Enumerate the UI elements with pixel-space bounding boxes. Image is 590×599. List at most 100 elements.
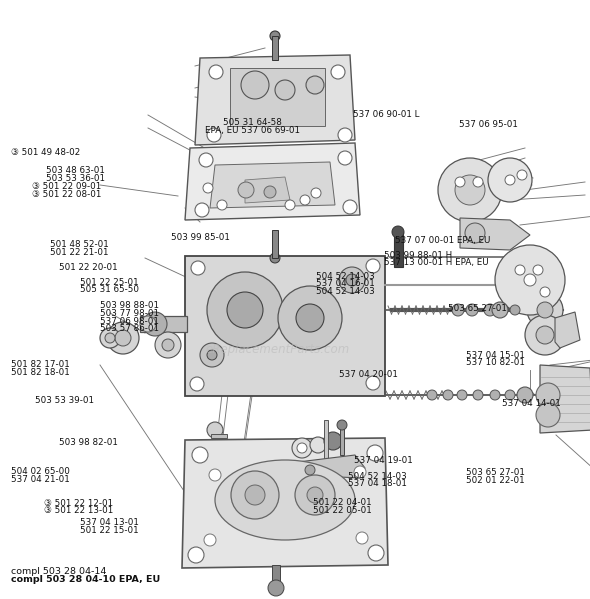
- Text: 501 22 05-01: 501 22 05-01: [313, 506, 372, 515]
- Text: 537 04 21-01: 537 04 21-01: [11, 474, 70, 484]
- Text: 504 02 65-00: 504 02 65-00: [11, 467, 70, 476]
- Text: eReplacementParts.com: eReplacementParts.com: [205, 343, 349, 356]
- Bar: [211, 434, 227, 438]
- Circle shape: [488, 158, 532, 202]
- Polygon shape: [555, 312, 580, 348]
- Circle shape: [270, 253, 280, 263]
- Polygon shape: [182, 438, 388, 568]
- Circle shape: [231, 471, 279, 519]
- Circle shape: [268, 580, 284, 596]
- Text: ③ 501 22 09-01: ③ 501 22 09-01: [32, 181, 101, 191]
- Text: 501 82 17-01: 501 82 17-01: [11, 360, 70, 370]
- Circle shape: [490, 390, 500, 400]
- Text: 503 98 82-01: 503 98 82-01: [59, 437, 118, 447]
- Circle shape: [306, 76, 324, 94]
- Polygon shape: [460, 218, 530, 250]
- Text: 503 99 88-01 H: 503 99 88-01 H: [384, 250, 452, 260]
- Circle shape: [162, 339, 174, 351]
- Circle shape: [473, 390, 483, 400]
- Bar: [140, 316, 187, 332]
- Bar: [272, 36, 278, 60]
- Circle shape: [367, 445, 383, 461]
- Text: 537 06 90-01 L: 537 06 90-01 L: [353, 110, 419, 119]
- Bar: [185, 256, 385, 396]
- Circle shape: [203, 183, 213, 193]
- Circle shape: [368, 545, 384, 561]
- Circle shape: [285, 200, 295, 210]
- Text: 537 04 13-01: 537 04 13-01: [80, 518, 139, 528]
- Text: 503 48 63-01: 503 48 63-01: [46, 166, 105, 176]
- Text: 537 13 00-01 H EPA, EU: 537 13 00-01 H EPA, EU: [384, 258, 488, 268]
- Polygon shape: [245, 177, 290, 203]
- Text: 537 06 98-01: 537 06 98-01: [100, 316, 159, 326]
- Circle shape: [492, 302, 508, 318]
- Text: EPA, EU 537 06 69-01: EPA, EU 537 06 69-01: [205, 126, 300, 135]
- Circle shape: [465, 223, 485, 243]
- Circle shape: [505, 175, 515, 185]
- Circle shape: [191, 261, 205, 275]
- Text: compl 503 28 04-10 EPA, EU: compl 503 28 04-10 EPA, EU: [11, 575, 160, 585]
- Text: ③ 501 49 48-02: ③ 501 49 48-02: [11, 148, 80, 158]
- Circle shape: [195, 203, 209, 217]
- Circle shape: [307, 487, 323, 503]
- Circle shape: [199, 153, 213, 167]
- Polygon shape: [195, 55, 355, 145]
- Text: 501 22 25-01: 501 22 25-01: [80, 277, 138, 287]
- Circle shape: [107, 322, 139, 354]
- Text: ③ 501 22 13-01: ③ 501 22 13-01: [44, 506, 113, 516]
- Circle shape: [533, 265, 543, 275]
- Circle shape: [537, 302, 553, 318]
- Circle shape: [217, 200, 227, 210]
- Text: 503 65 27-01: 503 65 27-01: [466, 468, 525, 477]
- Circle shape: [209, 65, 223, 79]
- Circle shape: [292, 438, 312, 458]
- Circle shape: [295, 475, 335, 515]
- Circle shape: [536, 403, 560, 427]
- Circle shape: [140, 316, 156, 332]
- Circle shape: [100, 328, 120, 348]
- Circle shape: [204, 534, 216, 546]
- Circle shape: [190, 377, 204, 391]
- Text: 502 01 22-01: 502 01 22-01: [466, 476, 525, 485]
- Polygon shape: [298, 455, 365, 478]
- Circle shape: [473, 177, 483, 187]
- Bar: [394, 232, 403, 267]
- Text: ③ 501 22 12-01: ③ 501 22 12-01: [44, 498, 113, 508]
- Text: 503 57 86-01: 503 57 86-01: [100, 323, 159, 333]
- Circle shape: [510, 305, 520, 315]
- Circle shape: [188, 547, 204, 563]
- Circle shape: [275, 80, 295, 100]
- Circle shape: [495, 245, 565, 315]
- Circle shape: [515, 265, 525, 275]
- Circle shape: [343, 200, 357, 214]
- Circle shape: [331, 65, 345, 79]
- Circle shape: [155, 332, 181, 358]
- Polygon shape: [210, 162, 335, 208]
- Text: 504 52 14-03: 504 52 14-03: [316, 287, 375, 297]
- Text: 501 22 21-01: 501 22 21-01: [50, 247, 109, 257]
- Circle shape: [339, 267, 365, 293]
- Text: 537 10 82-01: 537 10 82-01: [466, 358, 525, 368]
- Text: 503 99 85-01: 503 99 85-01: [171, 232, 230, 242]
- Text: 504 52 14-03: 504 52 14-03: [316, 271, 375, 281]
- Text: 537 04 20-01: 537 04 20-01: [339, 370, 398, 380]
- Circle shape: [245, 485, 265, 505]
- Circle shape: [443, 390, 453, 400]
- Circle shape: [270, 31, 280, 41]
- Circle shape: [536, 383, 560, 407]
- Text: 503 77 98-01: 503 77 98-01: [100, 308, 159, 318]
- Circle shape: [354, 466, 366, 478]
- Bar: [230, 68, 325, 126]
- Circle shape: [324, 432, 342, 450]
- Text: 537 07 00-01 EPA, EU: 537 07 00-01 EPA, EU: [395, 236, 491, 246]
- Circle shape: [392, 226, 404, 238]
- Circle shape: [338, 128, 352, 142]
- Circle shape: [300, 195, 310, 205]
- Circle shape: [192, 447, 208, 463]
- Polygon shape: [185, 143, 360, 220]
- Bar: [340, 425, 344, 455]
- Circle shape: [296, 304, 324, 332]
- Text: 503 65 27-01: 503 65 27-01: [448, 304, 507, 313]
- Circle shape: [241, 71, 269, 99]
- Circle shape: [207, 272, 283, 348]
